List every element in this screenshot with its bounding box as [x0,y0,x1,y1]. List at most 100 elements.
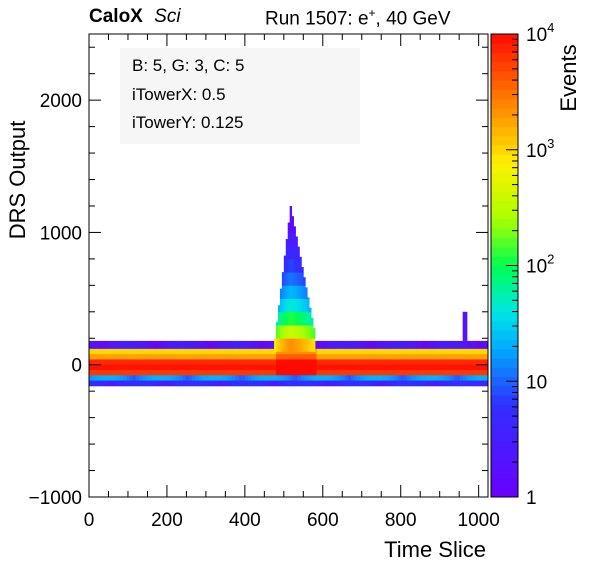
baseline-cell [210,370,215,376]
baseline-cell [266,340,271,350]
baseline-cell [107,340,112,350]
baseline-cell [104,364,109,371]
baseline-cell [397,340,402,350]
baseline-cell [385,340,389,350]
baseline-cell [478,340,483,350]
baseline-cell [238,348,243,355]
baseline-cell [325,370,330,376]
pulse-cell [305,311,308,326]
baseline-cell [463,370,467,376]
baseline-cell [257,375,261,381]
pulse-cell [305,298,308,313]
pulse-cell [309,307,312,313]
palette-step [491,182,518,192]
baseline-cell [223,364,227,371]
baseline-cell [310,375,314,381]
baseline-cell [185,364,190,371]
baseline-cell [459,370,464,376]
pulse-cell [283,338,287,352]
pulse-cell [293,272,296,286]
baseline-cell [279,370,283,376]
baseline-cell [391,354,395,360]
y-tick-label: 2000 [40,91,82,112]
baseline-cell [110,348,115,355]
baseline-cell [213,340,218,350]
baseline-cell [366,340,370,350]
pulse-cell [283,325,287,339]
baseline-cell [403,380,408,387]
baseline-cell [435,375,439,381]
baseline-cell [148,380,152,387]
baseline-cell [459,380,464,387]
baseline-cell [257,364,261,371]
baseline-cell [363,354,367,360]
baseline-cell [272,375,277,381]
baseline-cell [388,348,392,355]
baseline-cell [154,359,158,366]
baseline-cell [385,354,389,360]
baseline-cell [188,340,193,350]
info-line-2: iTowerX: 0.5 [132,85,226,104]
baseline-cell [441,340,445,350]
baseline-cell [338,375,342,381]
baseline-cell [194,354,199,360]
baseline-cell [385,359,389,366]
z-tick-label: 103 [526,136,554,162]
baseline-cell [357,370,361,376]
baseline-cell [428,370,433,376]
z-tick-label: 104 [526,20,554,46]
baseline-cell [372,348,377,355]
pulse-cell [285,239,289,247]
baseline-cell [141,348,146,355]
baseline-cell [166,380,171,387]
baseline-cell [294,380,299,387]
baseline-cell [410,380,414,387]
baseline-cell [300,380,305,387]
pulse-cell [305,287,308,299]
pulse-cell [303,325,306,339]
baseline-cell [151,375,155,381]
pulse-cell [311,338,314,352]
baseline-cell [151,364,155,371]
baseline-cell [388,354,392,360]
baseline-cell [400,348,405,355]
baseline-cell [444,380,448,387]
baseline-cell [385,370,389,376]
pulse-cell [287,245,291,260]
baseline-cell [300,364,305,371]
baseline-cell [391,348,395,355]
baseline-cell [419,375,423,381]
baseline-cell [188,348,193,355]
baseline-cell [419,364,423,371]
baseline-cell [435,348,439,355]
baseline-cell [382,364,386,371]
baseline-cell [438,380,442,387]
baseline-cell [229,348,233,355]
baseline-cell [210,348,215,355]
baseline-cell [89,380,93,387]
baseline-cell [360,354,364,360]
baseline-cell [244,348,249,355]
baseline-cell [363,348,367,355]
baseline-cell [226,348,230,355]
baseline-cell [425,375,430,381]
baseline-cell [276,375,280,381]
baseline-cell [260,354,264,360]
baseline-cell [400,354,405,360]
pulse-cell [295,325,298,339]
baseline-cell [347,375,352,381]
baseline-cell [207,340,211,350]
baseline-cell [360,375,364,381]
pulse-cell [301,298,304,313]
baseline-cell [92,340,96,350]
baseline-cell [89,348,93,355]
baseline-cell [316,370,321,376]
baseline-cell [201,375,205,381]
baseline-cell [372,375,377,381]
baseline-cell [282,370,286,376]
baseline-cell [472,359,476,366]
palette-step [491,376,518,387]
baseline-cell [170,370,174,376]
baseline-cell [285,375,289,381]
baseline-cell [179,370,183,376]
